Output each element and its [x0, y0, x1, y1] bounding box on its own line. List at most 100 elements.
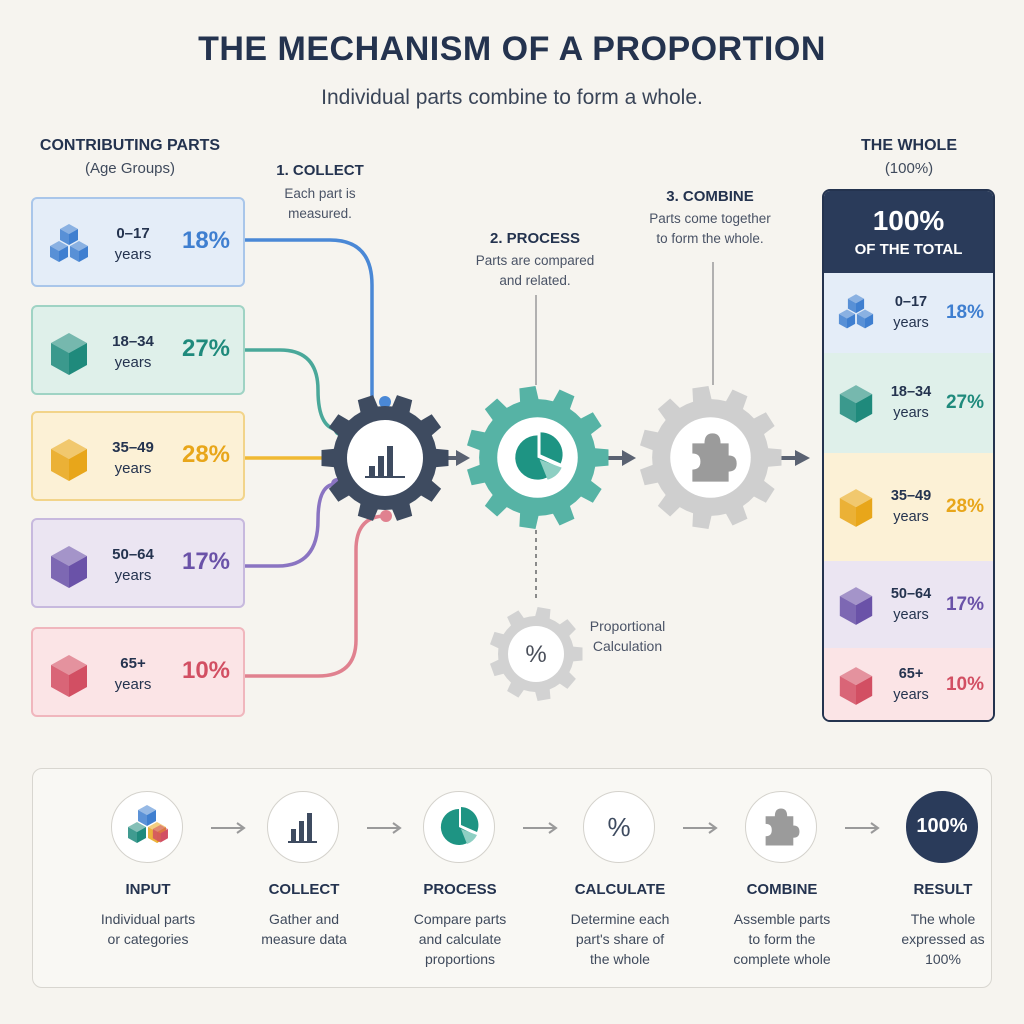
process-flow-panel: INPUT Individual parts or categories COLL…	[32, 768, 992, 988]
whole-segment-2: 35–49 years 28%	[824, 453, 993, 562]
whole-total-label: OF THE TOTAL	[854, 241, 963, 258]
puzzle-icon	[692, 433, 737, 482]
whole-range: 18–34	[890, 384, 932, 400]
cube-icon	[839, 666, 873, 705]
part-range: 18–34	[112, 333, 154, 350]
flow-step-title: PROCESS	[423, 881, 497, 898]
part-unit: years	[114, 246, 152, 263]
part-range: 35–49	[112, 439, 154, 456]
part-unit: years	[114, 567, 152, 584]
whole-range: 0–17	[894, 294, 928, 310]
whole-range: 65+	[898, 665, 924, 682]
part-percent: 17%	[181, 548, 231, 575]
contributing-parts-header: CONTRIBUTING PARTS	[39, 137, 221, 154]
bar-chart-icon	[365, 446, 405, 478]
cube-icon	[51, 655, 87, 697]
stacked-cubes-icon	[50, 224, 88, 262]
whole-percent: 10%	[945, 673, 985, 695]
part-range: 65+	[120, 655, 146, 672]
part-unit: years	[114, 460, 152, 477]
page-title: THE MECHANISM OF A PROPORTION	[198, 30, 826, 68]
combine-step-desc-1: Parts come together	[649, 211, 771, 226]
contributing-parts-subheader: (Age Groups)	[84, 160, 176, 177]
whole-unit: years	[893, 606, 929, 623]
whole-segment-3: 50–64 years 17%	[824, 561, 993, 649]
flow-step-desc: part's share of	[575, 931, 665, 947]
flow-step-desc: 100%	[925, 951, 961, 967]
part-percent: 28%	[181, 441, 231, 468]
whole-segment-1: 18–34 years 27%	[824, 353, 993, 454]
part-card-2: 35–49 years 28%	[31, 411, 245, 501]
flow-step-desc: The whole	[910, 911, 976, 927]
whole-panel: 100% OF THE TOTAL 0–17 years 18% 18–34 yea…	[822, 189, 995, 722]
collect-step-title: 1. COLLECT	[276, 162, 364, 179]
flow-step-desc: Compare parts	[413, 911, 507, 927]
flow-step-title: CALCULATE	[574, 881, 666, 898]
process-step-desc-2: and related.	[499, 273, 571, 288]
whole-unit: years	[893, 509, 929, 525]
flow-step-title: COMBINE	[746, 881, 818, 898]
flow-step-desc: to form the	[748, 931, 816, 947]
cube-icon	[839, 385, 873, 423]
calc-label-1: Proportional	[589, 618, 666, 634]
combine-step-title: 3. COMBINE	[666, 188, 754, 205]
flow-step-desc: the whole	[590, 951, 650, 967]
part-unit: years	[114, 354, 152, 371]
part-percent: 27%	[181, 335, 231, 362]
result-badge: 100%	[916, 815, 968, 837]
flow-step-desc: expressed as	[901, 931, 985, 947]
connector-50-64	[245, 482, 337, 568]
connector-65-plus	[245, 514, 387, 678]
flow-arrow-icon	[681, 821, 721, 835]
whole-header: THE WHOLE	[861, 137, 957, 154]
flow-arrow-icon	[365, 821, 405, 835]
percent-symbol: %	[525, 641, 546, 668]
percent-icon: %	[607, 812, 631, 842]
whole-segment-4: 65+ years 10%	[824, 648, 993, 720]
connector-18-34	[245, 348, 341, 432]
flow-step-desc: complete whole	[733, 951, 831, 967]
connector-0-17	[245, 238, 374, 400]
cube-icon	[51, 333, 87, 375]
flow-step-title: COLLECT	[268, 881, 340, 898]
part-card-4: 65+ years 10%	[31, 627, 245, 717]
cubes-icon	[112, 792, 182, 862]
whole-segment-0: 0–17 years 18%	[824, 273, 993, 354]
cube-icon	[51, 546, 87, 588]
whole-unit: years	[893, 315, 929, 331]
part-percent: 10%	[181, 657, 231, 684]
stacked-cubes-icon	[838, 294, 874, 329]
flow-step-desc: Gather and	[268, 911, 340, 927]
whole-unit: years	[893, 686, 929, 703]
whole-percent: 27%	[945, 392, 985, 413]
part-unit: years	[114, 676, 152, 693]
whole-total-value: 100%	[872, 205, 945, 236]
cube-icon	[839, 489, 873, 527]
flow-step-desc: Assemble parts	[733, 911, 831, 927]
pie-chart-icon	[515, 432, 563, 480]
part-range: 50–64	[112, 546, 154, 563]
whole-percent: 28%	[945, 496, 985, 517]
page-subtitle: Individual parts combine to form a whole…	[321, 86, 703, 109]
flow-step-title: RESULT	[913, 881, 973, 898]
process-step-title: 2. PROCESS	[489, 230, 581, 247]
flow-arrow-icon	[843, 821, 883, 835]
process-step-desc-1: Parts are compared	[475, 253, 595, 268]
part-percent: 18%	[181, 227, 231, 254]
bar-chart-icon	[268, 792, 338, 862]
collect-step-desc-1: Each part is	[284, 186, 356, 201]
whole-range: 50–64	[890, 585, 932, 602]
process-gear-icon	[467, 386, 609, 529]
flow-step-desc: and calculate	[418, 931, 502, 947]
pie-chart-icon	[424, 792, 494, 862]
puzzle-icon	[746, 792, 816, 862]
flow-arrow-icon	[209, 821, 249, 835]
flow-arrow-icon	[521, 821, 561, 835]
percent-gear-icon: %	[490, 607, 583, 701]
whole-percent: 17%	[945, 593, 985, 615]
flow-step-title: INPUT	[125, 881, 171, 898]
part-card-3: 50–64 years 17%	[31, 518, 245, 608]
collect-gear-icon	[321, 395, 449, 521]
combine-gear-icon	[640, 386, 782, 529]
calc-label-2: Calculation	[592, 638, 663, 654]
